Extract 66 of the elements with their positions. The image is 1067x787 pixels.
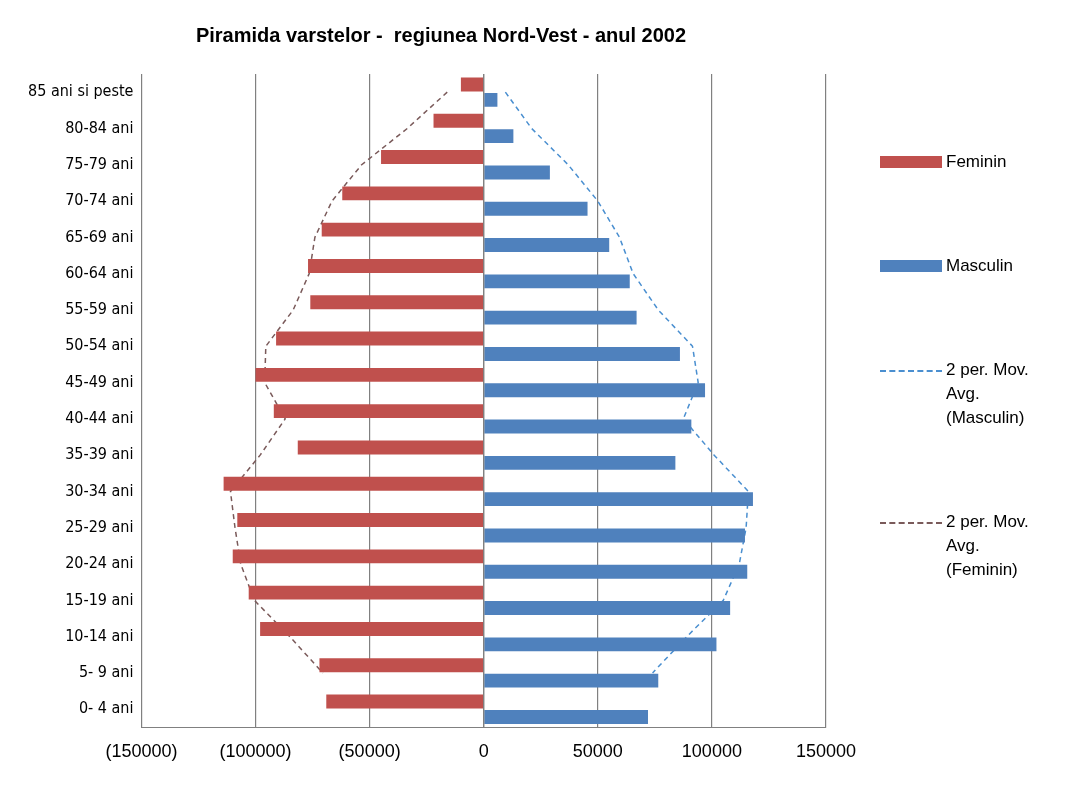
y-tick-label: 15-19 ani — [65, 589, 134, 609]
bar — [319, 658, 484, 673]
bar — [310, 295, 484, 310]
x-tick-label: (50000) — [338, 741, 401, 762]
y-tick-label: 65-69 ani — [65, 226, 134, 246]
y-tick-label: 45-49 ani — [65, 371, 134, 391]
chart-title: Piramida varstelor - regiunea Nord-Vest - anul 2002 — [195, 23, 687, 46]
bar — [484, 165, 550, 180]
bar — [321, 222, 484, 237]
bar — [255, 367, 484, 382]
legend-label: 2 per. Mov. Avg. (Masculin) — [946, 359, 1030, 429]
y-tick-label: 25-29 ani — [65, 516, 134, 536]
y-tick-label: 10-14 ani — [65, 625, 134, 645]
bar — [484, 564, 748, 579]
bar — [484, 601, 731, 616]
bar — [484, 347, 680, 361]
bar — [484, 637, 717, 652]
bar — [433, 113, 484, 128]
y-tick-label: 30-34 ani — [65, 480, 134, 500]
bar — [484, 129, 514, 144]
bar — [484, 383, 706, 398]
y-tick-label: 80-84 ani — [65, 117, 134, 137]
bar — [460, 77, 484, 92]
y-tick-label: 60-64 ani — [65, 262, 134, 282]
x-tick-label: (150000) — [105, 741, 178, 762]
y-tick-label: 75-79 ani — [65, 153, 134, 173]
bar — [484, 274, 630, 289]
bar — [484, 92, 498, 107]
bar — [248, 585, 484, 600]
bar — [484, 455, 676, 470]
y-tick-label: 85 ani si peste — [28, 81, 134, 101]
y-tick-label: 40-44 ani — [65, 408, 134, 428]
bar — [342, 186, 484, 201]
y-tick-label: 50-54 ani — [65, 335, 134, 355]
bar — [276, 331, 484, 346]
bar — [484, 310, 637, 325]
x-tick-label: 0 — [478, 741, 489, 762]
x-tick-label: 150000 — [795, 741, 857, 762]
bar — [484, 673, 659, 688]
bar — [297, 440, 484, 455]
bar — [484, 419, 692, 434]
bar — [260, 621, 484, 636]
y-tick-label: 55-59 ani — [65, 299, 134, 319]
bar — [484, 492, 753, 507]
bar — [484, 238, 610, 253]
legend-label: 2 per. Mov. Avg. (Feminin) — [946, 511, 1030, 581]
bar — [308, 258, 484, 273]
x-tick-label: (100000) — [219, 741, 292, 762]
bar — [237, 513, 484, 527]
bar — [484, 201, 588, 216]
legend-label: Masculin — [946, 255, 1015, 277]
x-tick-label: 50000 — [572, 741, 623, 762]
y-tick-label: 70-74 ani — [65, 190, 134, 210]
y-tick-label: 5- 9 ani — [78, 662, 134, 682]
bar — [232, 549, 484, 564]
x-tick-label: 100000 — [681, 741, 742, 762]
bar — [326, 694, 484, 709]
bar — [484, 710, 648, 724]
bar — [484, 528, 745, 543]
bar — [223, 476, 484, 491]
y-tick-label: 0- 4 ani — [78, 698, 134, 718]
bar — [381, 150, 484, 164]
bar — [273, 404, 484, 419]
y-tick-label: 35-39 ani — [65, 444, 134, 464]
legend-label: Feminin — [946, 151, 1008, 173]
y-tick-label: 20-24 ani — [65, 553, 134, 573]
